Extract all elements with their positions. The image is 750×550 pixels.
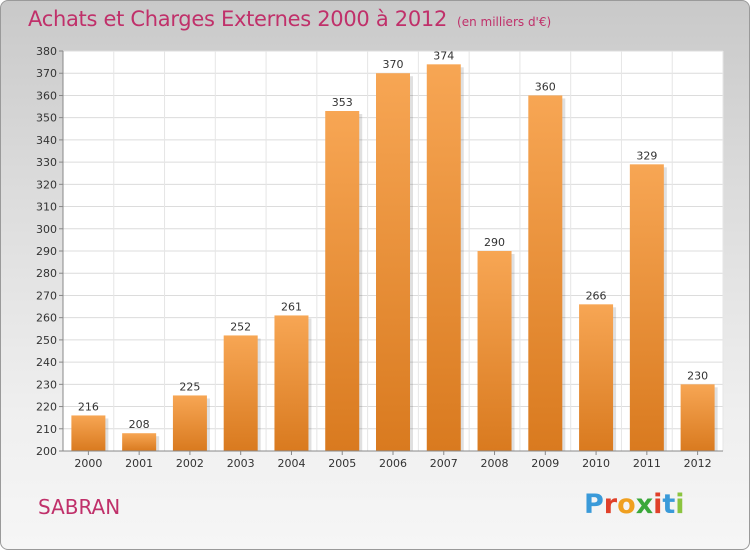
bar-2011 [629,164,664,452]
value-label-2009: 360 [535,80,556,93]
x-tick-label-2006: 2006 [379,457,407,470]
x-tick-label-2010: 2010 [582,457,610,470]
bar-2002 [172,395,207,451]
x-tick-label-2002: 2002 [176,457,204,470]
bar-2003 [223,335,258,451]
proxiti-logo: Proxiti [584,489,689,525]
y-tick-label: 250 [36,334,57,347]
bar-2004 [274,315,309,451]
x-tick-label-2001: 2001 [125,457,153,470]
y-tick-label: 210 [36,423,57,436]
logo-letter: r [603,489,618,520]
y-tick-label: 360 [36,89,57,102]
x-tick-label-2004: 2004 [277,457,305,470]
logo-letter: o [617,489,636,520]
bars [71,64,718,452]
logo-letter: x [635,489,654,520]
value-label-2008: 290 [484,236,505,249]
bar-2012 [680,384,715,451]
y-tick-label: 370 [36,67,57,80]
x-tick-label-2000: 2000 [74,457,102,470]
bar-2010 [579,304,614,451]
bar-2008 [477,251,512,451]
x-tick-label-2003: 2003 [227,457,255,470]
x-tick-label-2012: 2012 [684,457,712,470]
y-tick-label: 340 [36,134,57,147]
y-tick-label: 260 [36,312,57,325]
logo-letter: i [653,489,663,520]
value-label-2001: 208 [129,418,150,431]
y-tick-label: 220 [36,401,57,414]
value-label-2006: 370 [383,58,404,71]
bar-2001 [122,433,157,451]
labels: 200 210 220 230 240 250 260 270 280 290 300 310 320 3… [36,45,712,470]
x-tick-label-2011: 2011 [633,457,661,470]
value-label-2012: 230 [687,369,708,382]
bar-2009 [528,95,563,451]
value-label-2005: 353 [332,96,353,109]
y-tick-label: 270 [36,289,57,302]
y-tick-label: 290 [36,245,57,258]
bar-2007 [426,64,461,452]
y-tick-label: 230 [36,378,57,391]
value-label-2003: 252 [230,320,251,333]
bar-2006 [376,73,410,451]
axes [59,50,723,455]
chart-title: Achats et Charges Externes 2000 à 2012 (e… [28,7,551,31]
y-tick-label: 380 [36,45,57,58]
x-tick-label-2008: 2008 [481,457,509,470]
x-tick-label-2007: 2007 [430,457,458,470]
value-label-2002: 225 [179,380,200,393]
logo-letter: t [662,489,676,520]
bar-2000 [71,415,106,451]
commune-name: SABRAN [38,495,121,519]
y-tick-label: 310 [36,201,57,214]
value-label-2011: 329 [636,149,657,162]
logo-letter: P [584,489,604,520]
x-tick-label-2009: 2009 [531,457,559,470]
chart-title-text: Achats et Charges Externes 2000 à 2012 [28,7,448,31]
y-tick-label: 280 [36,267,57,280]
logo-letter: i [675,489,685,520]
y-tick-label: 350 [36,112,57,125]
y-tick-label: 200 [36,445,57,458]
x-tick-label-2005: 2005 [328,457,356,470]
value-label-2004: 261 [281,300,302,313]
y-tick-label: 240 [36,356,57,369]
value-label-2010: 266 [586,289,607,302]
bar-2005 [325,111,360,451]
value-label-2007: 374 [433,49,454,62]
y-tick-label: 330 [36,156,57,169]
y-tick-label: 320 [36,178,57,191]
chart-unit: (en milliers d'€) [457,15,552,29]
y-tick-label: 300 [36,223,57,236]
value-label-2000: 216 [78,400,99,413]
